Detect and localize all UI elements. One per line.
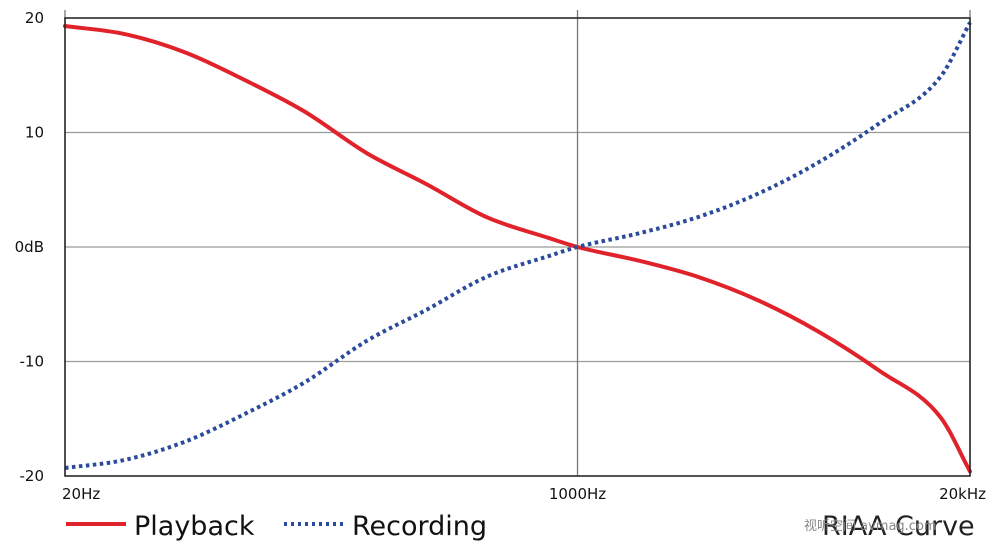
watermark-text: 视听空间 avmag.com bbox=[804, 519, 937, 534]
series-line-playback bbox=[63, 24, 972, 474]
y-tick-label: 10 bbox=[25, 124, 44, 142]
legend: Playback Recording bbox=[66, 511, 487, 542]
series-line-recording bbox=[64, 21, 972, 470]
y-tick-label: 0dB bbox=[15, 238, 44, 256]
legend-label-playback: Playback bbox=[134, 511, 255, 542]
tick-labels: 20 10 0dB -10 -20 20Hz 1000Hz 20kHz bbox=[15, 9, 986, 503]
y-tick-label: -20 bbox=[20, 467, 45, 485]
y-tick-label: 20 bbox=[25, 9, 44, 27]
chart-caption: RIAA Curve bbox=[822, 511, 975, 542]
x-tick-label: 20kHz bbox=[939, 485, 986, 503]
grid-lines bbox=[64, 10, 971, 477]
legend-label-recording: Recording bbox=[352, 511, 487, 542]
y-tick-label: -10 bbox=[20, 353, 45, 371]
x-tick-label: 1000Hz bbox=[549, 485, 606, 503]
x-tick-label: 20Hz bbox=[62, 485, 100, 503]
series-lines bbox=[63, 21, 972, 474]
plot-frame bbox=[64, 17, 971, 477]
